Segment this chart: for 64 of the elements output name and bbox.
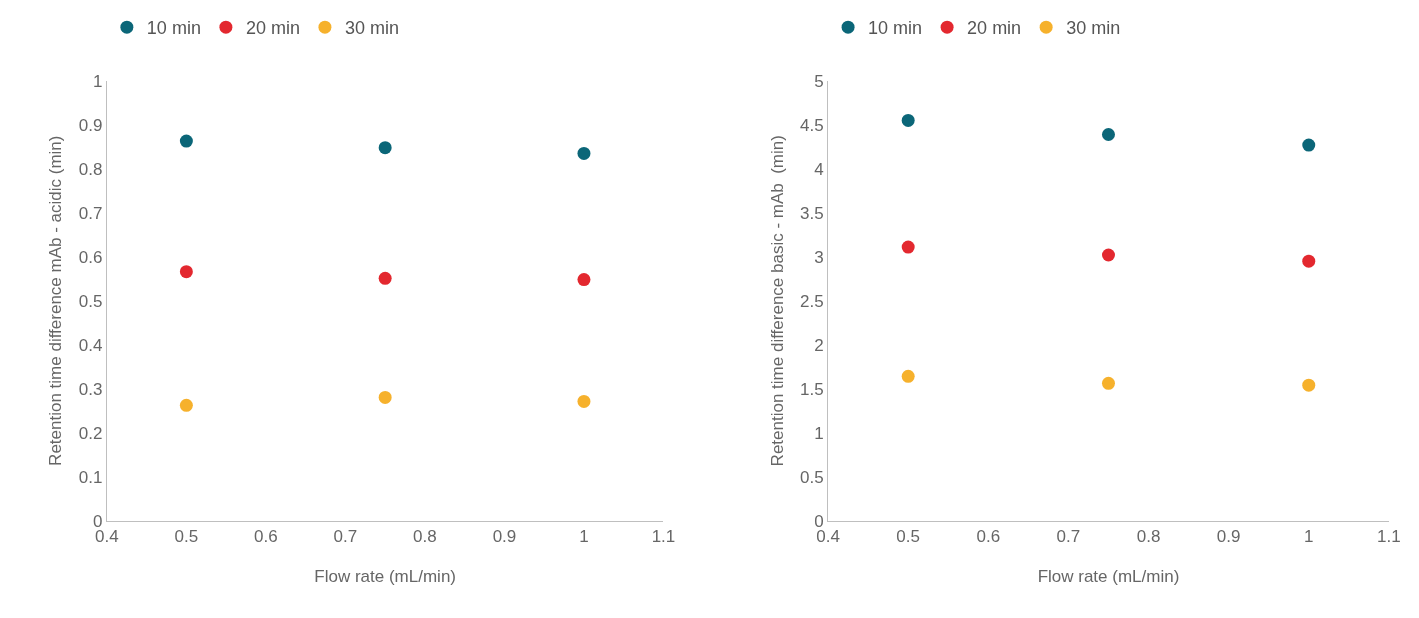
y-tick-label: 0.4 bbox=[78, 335, 103, 355]
y-tick-label: 1 bbox=[814, 423, 824, 443]
x-tick-label: 0.9 bbox=[1216, 526, 1241, 546]
x-axis-title: Flow rate (mL/min) bbox=[314, 567, 457, 587]
point bbox=[577, 273, 591, 287]
x-tick-label: 0.7 bbox=[333, 526, 358, 546]
y-tick-label: 5 bbox=[814, 71, 824, 91]
point bbox=[179, 398, 193, 412]
point bbox=[901, 240, 915, 254]
y-tick-label: 2 bbox=[814, 335, 824, 355]
x-tick-label: 1 bbox=[579, 526, 589, 546]
y-tick-label: 0.5 bbox=[78, 291, 103, 311]
y-tick-label: 0.6 bbox=[78, 247, 103, 267]
point bbox=[179, 134, 193, 148]
x-tick-label: 0.8 bbox=[1136, 526, 1161, 546]
point bbox=[378, 390, 392, 404]
y-tick-label: 1 bbox=[92, 71, 103, 91]
point bbox=[901, 369, 915, 383]
point bbox=[378, 141, 392, 155]
legend-label: 20 min bbox=[967, 18, 1022, 39]
y-tick-label: 0.9 bbox=[78, 115, 103, 135]
point bbox=[1101, 128, 1115, 142]
x-tick-label: 0.6 bbox=[976, 526, 1001, 546]
point bbox=[1101, 376, 1115, 390]
point bbox=[1101, 248, 1115, 262]
point bbox=[378, 271, 392, 285]
x-tick-label: 0.5 bbox=[896, 526, 921, 546]
y-tick-label: 0 bbox=[814, 511, 824, 531]
point bbox=[1302, 254, 1316, 268]
x-tick-label: 0.8 bbox=[413, 526, 437, 546]
y-tick-label: 0.5 bbox=[800, 467, 824, 487]
point bbox=[901, 113, 915, 127]
y-tick-label: 4 bbox=[814, 159, 824, 179]
y-tick-label: 0.2 bbox=[78, 423, 103, 443]
x-tick-label: 0.9 bbox=[492, 526, 517, 546]
y-tick-label: 0.3 bbox=[78, 379, 103, 399]
y-tick-label: 2.5 bbox=[800, 291, 824, 311]
legend-label: 10 min bbox=[146, 18, 201, 39]
point bbox=[577, 394, 591, 408]
y-tick-label: 3 bbox=[814, 247, 824, 267]
y-tick-label: 1.5 bbox=[800, 379, 824, 399]
point bbox=[1302, 378, 1316, 392]
point bbox=[1302, 138, 1316, 152]
x-tick-label: 0.6 bbox=[254, 526, 278, 546]
y-tick-label: 0 bbox=[92, 511, 103, 531]
x-tick-label: 0.7 bbox=[1056, 526, 1081, 546]
y-tick-label: 0.7 bbox=[78, 203, 103, 223]
y-tick-label: 0.1 bbox=[78, 467, 103, 487]
legend-label: 20 min bbox=[245, 18, 300, 39]
x-axis-title: Flow rate (mL/min) bbox=[1037, 567, 1180, 587]
y-axis-title: Retention time difference basic - mAb (min) bbox=[767, 135, 787, 467]
x-tick-label: 1.1 bbox=[1377, 526, 1401, 546]
legend-label: 30 min bbox=[344, 18, 399, 39]
y-axis-title: Retention time difference mAb - acidic (min) bbox=[46, 135, 66, 466]
point bbox=[577, 146, 591, 160]
legend-label: 10 min bbox=[868, 18, 923, 39]
y-tick-label: 0.8 bbox=[78, 159, 103, 179]
y-tick-label: 3.5 bbox=[800, 203, 824, 223]
legend-label: 30 min bbox=[1066, 18, 1121, 39]
point bbox=[179, 265, 193, 279]
x-tick-label: 0.5 bbox=[174, 526, 199, 546]
x-tick-label: 1 bbox=[1304, 526, 1314, 546]
x-tick-label: 1.1 bbox=[651, 526, 676, 546]
y-tick-label: 4.5 bbox=[800, 115, 824, 135]
